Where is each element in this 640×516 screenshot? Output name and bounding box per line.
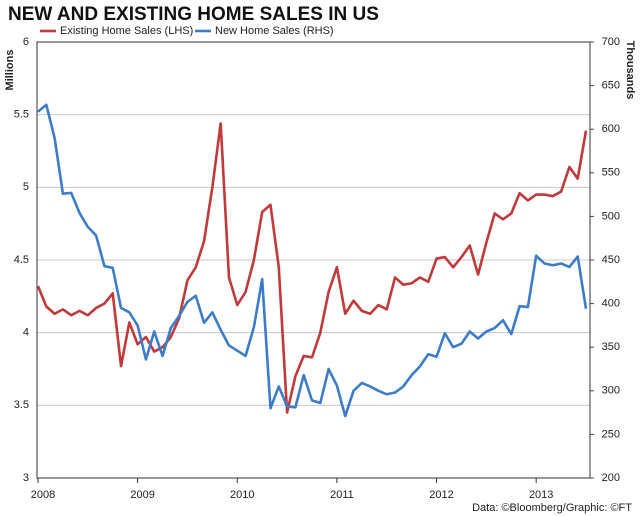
y-tick-label: 3.5: [14, 399, 29, 411]
y2-axis-title: Thousands: [624, 41, 636, 100]
y2-tick-label: 700: [602, 36, 620, 48]
series-line: [36, 122, 588, 414]
y2-tick-label: 500: [602, 210, 620, 222]
y2-tick-label: 400: [602, 298, 620, 310]
y2-tick-label: 250: [602, 428, 620, 440]
y-tick-label: 5: [23, 181, 29, 193]
y2-tick-label: 550: [602, 167, 620, 179]
legend-label: New Home Sales (RHS): [215, 25, 334, 37]
source-note: Data: ©Bloomberg/Graphic: ©FT: [472, 502, 632, 514]
y2-tick-label: 650: [602, 80, 620, 92]
y2-tick-label: 600: [602, 123, 620, 135]
plot-frame: [36, 41, 591, 479]
x-tick-label: 2008: [31, 489, 55, 501]
chart-title: NEW AND EXISTING HOME SALES IN US: [8, 4, 379, 25]
x-tick-label: 2013: [529, 489, 553, 501]
y2-tick-label: 200: [602, 472, 620, 484]
x-tick-label: 2009: [130, 489, 154, 501]
y2-tick-label: 350: [602, 341, 620, 353]
y2-tick-label: 300: [602, 385, 620, 397]
y-tick-label: 4.5: [14, 254, 29, 266]
legend-label: Existing Home Sales (LHS): [60, 25, 193, 37]
series-line: [37, 103, 588, 418]
x-tick-label: 2011: [330, 489, 354, 501]
y-axis-title: Millions: [4, 50, 16, 91]
y-tick-label: 6: [23, 36, 29, 48]
y-tick-label: 3: [23, 472, 29, 484]
x-tick-label: 2012: [429, 489, 453, 501]
y-tick-label: 4: [23, 327, 29, 339]
x-tick-label: 2010: [230, 489, 254, 501]
y-tick-label: 5.5: [14, 109, 29, 121]
y2-tick-label: 450: [602, 254, 620, 266]
